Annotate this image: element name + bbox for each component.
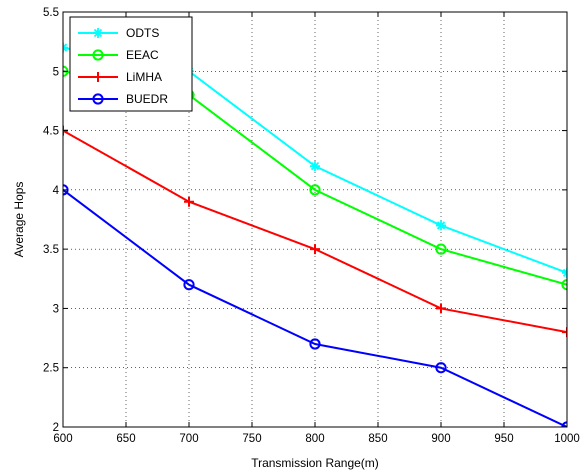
data-point-buedr bbox=[183, 279, 195, 291]
data-point-limha bbox=[562, 327, 567, 338]
data-point-limha bbox=[310, 244, 320, 255]
y-tick-label: 3.5 bbox=[43, 244, 59, 256]
y-tick-label: 4 bbox=[53, 185, 60, 197]
legend-marker-odts bbox=[93, 28, 103, 38]
data-point-buedr bbox=[435, 362, 447, 374]
legend-label-limha: LiMHA bbox=[126, 70, 162, 84]
x-tick-label: 850 bbox=[368, 433, 387, 445]
legend-label-buedr: BUEDR bbox=[126, 92, 168, 106]
x-tick-label: 650 bbox=[116, 433, 135, 445]
legend-marker-buedr bbox=[92, 93, 104, 105]
legend-marker-eeac bbox=[92, 49, 104, 61]
legend-entry-eeac: EEAC bbox=[78, 48, 159, 62]
data-point-buedr bbox=[309, 338, 321, 350]
y-tick-label: 5.5 bbox=[43, 7, 59, 19]
x-tick-label: 950 bbox=[494, 433, 513, 445]
x-tick-label: 900 bbox=[431, 433, 450, 445]
axis-ticks: 600 650 700 750 800 850 900 950 1000 2 2.5 3 3.5 4 4.5… bbox=[43, 7, 580, 445]
x-tick-label: 600 bbox=[53, 433, 72, 445]
data-point-odts bbox=[436, 220, 446, 231]
x-tick-label: 700 bbox=[179, 433, 198, 445]
x-axis-label: Transmission Range(m) bbox=[251, 456, 379, 470]
data-point-eeac bbox=[561, 279, 567, 291]
legend-entry-odts: ODTS bbox=[78, 26, 159, 40]
x-tick-label: 1000 bbox=[554, 433, 580, 445]
legend-entry-buedr: BUEDR bbox=[78, 92, 168, 106]
legend-marker-limha bbox=[93, 72, 103, 82]
data-point-limha bbox=[184, 196, 194, 207]
y-tick-label: 4.5 bbox=[43, 126, 59, 138]
legend-label-odts: ODTS bbox=[126, 26, 159, 40]
data-point-eeac bbox=[309, 184, 321, 196]
legend-entry-limha: LiMHA bbox=[78, 70, 162, 84]
y-tick-label: 2.5 bbox=[43, 363, 59, 375]
y-tick-label: 5 bbox=[53, 66, 59, 78]
data-point-eeac bbox=[435, 243, 447, 255]
legend-label-eeac: EEAC bbox=[126, 48, 159, 62]
x-tick-label: 800 bbox=[305, 433, 324, 445]
series-line-buedr bbox=[63, 189, 567, 427]
legend: ODTS EEAC LiMHA BUEDR bbox=[69, 16, 193, 112]
y-axis-label: Average Hops bbox=[12, 182, 26, 258]
x-tick-label: 750 bbox=[242, 433, 261, 445]
data-point-limha bbox=[436, 303, 446, 314]
data-point-odts bbox=[310, 161, 320, 172]
y-tick-label: 2 bbox=[53, 422, 59, 434]
y-tick-label: 3 bbox=[53, 303, 59, 315]
